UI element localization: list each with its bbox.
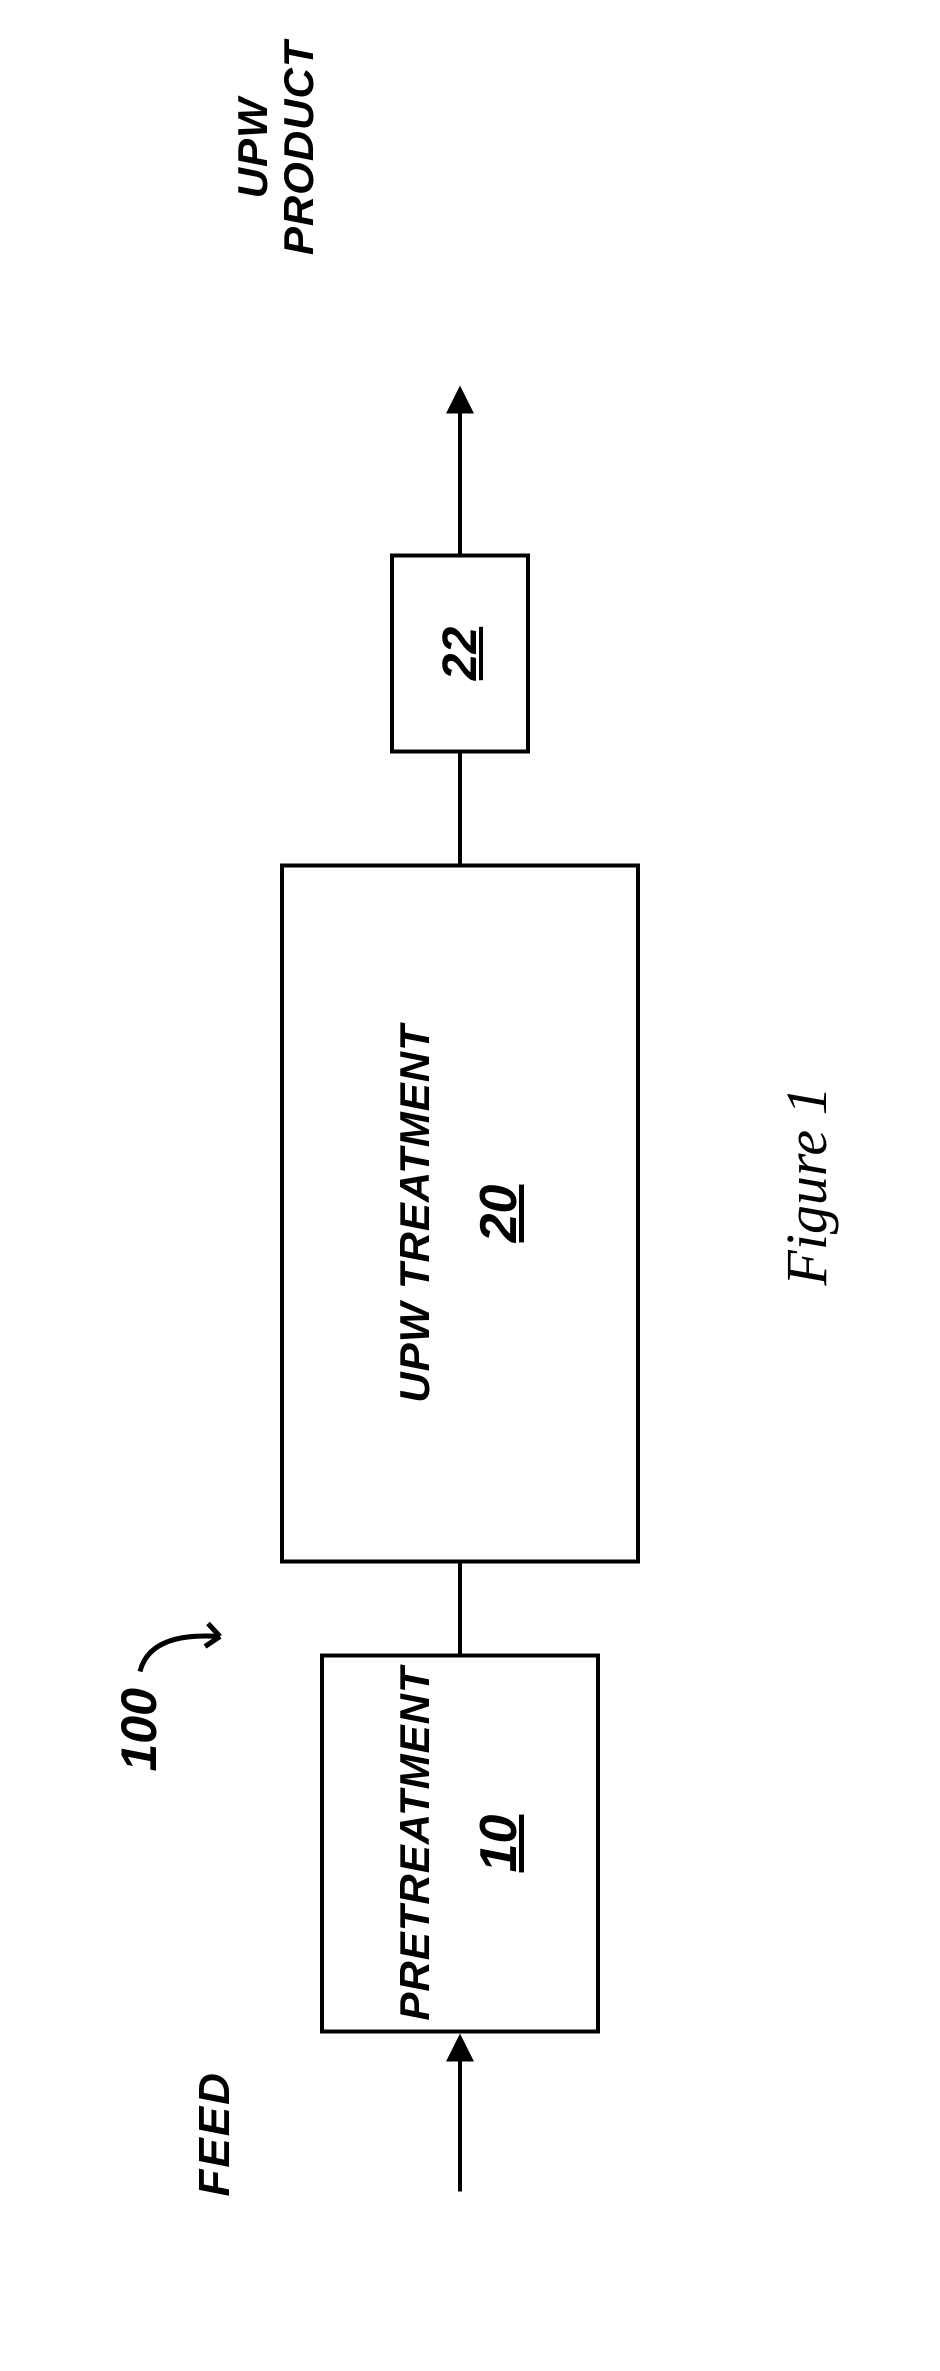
product-label-line2: PRODUCT — [275, 40, 322, 255]
pretreatment-title: PRETREATMENT — [391, 1666, 439, 2020]
upw-treatment-box: UPW TREATMENT 20 — [280, 863, 640, 1563]
connector-2 — [458, 753, 462, 863]
figure-caption: Figure 1 — [773, 1086, 840, 1285]
product-label-line1: UPW — [229, 97, 276, 198]
arrow-head-icon — [446, 2033, 474, 2061]
arrow-line-out — [458, 413, 462, 553]
upw-treatment-number: 20 — [469, 1184, 529, 1242]
input-arrow — [446, 2033, 474, 2191]
arrow-head-out-icon — [446, 385, 474, 413]
reference-number: 100 — [110, 1688, 168, 1771]
product-label: UPW PRODUCT — [230, 40, 322, 255]
upw-treatment-title: UPW TREATMENT — [391, 1024, 439, 1403]
connector-1 — [458, 1563, 462, 1653]
arrow-line — [458, 2061, 462, 2191]
final-box: 22 — [390, 553, 530, 753]
reference-hook-arrow — [130, 1611, 250, 1681]
final-number: 22 — [433, 626, 488, 679]
diagram-container: 100 FEED UPW PRODUCT PRETREATMENT 10 UPW… — [0, 0, 940, 2371]
flow-row: PRETREATMENT 10 UPW TREATMENT 20 22 — [280, 385, 640, 2191]
output-arrow — [446, 385, 474, 553]
pretreatment-box: PRETREATMENT 10 — [320, 1653, 600, 2033]
pretreatment-number: 10 — [469, 1814, 529, 1872]
feed-label: FEED — [190, 2071, 240, 2196]
